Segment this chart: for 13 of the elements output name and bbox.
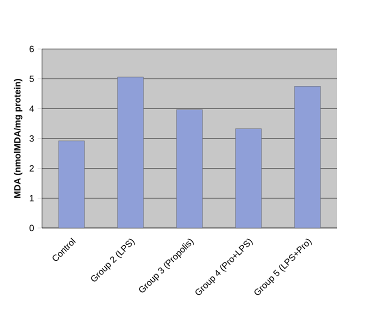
y-tick-label: 2 [30, 165, 34, 172]
bar [294, 86, 321, 228]
bar [117, 76, 144, 228]
bar [176, 109, 203, 228]
y-tick-label: 6 [30, 46, 34, 52]
bar [58, 140, 85, 228]
y-tick-label: 3 [30, 135, 34, 142]
y-tick-label: 0 [30, 224, 34, 232]
y-tick-label: 5 [30, 76, 34, 82]
y-axis-title: MDA (nmolMDA/mg protein) [14, 78, 22, 198]
y-tick-label: 1 [30, 195, 34, 202]
y-tick-label: 4 [29, 106, 34, 112]
bar [235, 128, 262, 228]
